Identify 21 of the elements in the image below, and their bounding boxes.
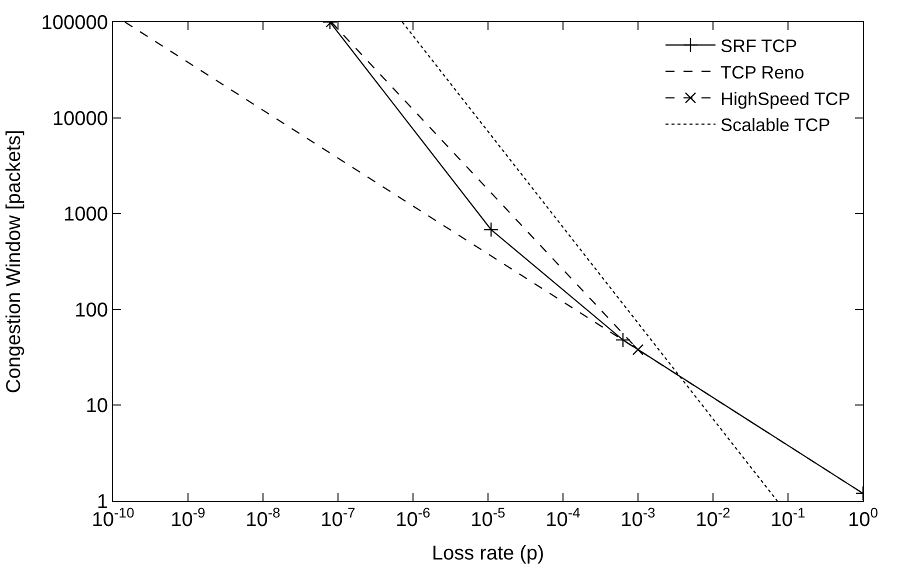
y-tick-label: 10000 xyxy=(52,108,108,130)
x-tick-label: 10$^{0}$ xyxy=(848,504,878,531)
x-tick-label: 10$^{-7}$ xyxy=(320,504,356,531)
x-tick-label: 10$^{-8}$ xyxy=(246,504,281,531)
x-tick-label: 10$^{-9}$ xyxy=(170,504,206,531)
x-tick-label: 10$^{-3}$ xyxy=(620,504,656,531)
x-tick-label: 10$^{-6}$ xyxy=(396,504,431,531)
legend-label: TCP Reno xyxy=(720,62,804,82)
y-tick-label: 100000 xyxy=(41,12,108,34)
y-tick-label: 100 xyxy=(74,299,108,322)
y-axis-title: Congestion Window [packets] xyxy=(2,130,25,394)
x-tick-label: 10$^{-4}$ xyxy=(546,504,581,531)
legend-label: SRF TCP xyxy=(720,36,798,56)
x-tick-label: 10$^{-1}$ xyxy=(770,504,806,531)
x-axis-title: Loss rate (p) xyxy=(432,542,544,564)
legend-label: Scalable TCP xyxy=(720,115,830,136)
legend-label: HighSpeed TCP xyxy=(720,88,850,109)
x-tick-label: 10$^{-2}$ xyxy=(696,504,731,531)
y-tick-label: 1000 xyxy=(64,204,108,226)
x-tick-label: 10$^{-5}$ xyxy=(470,504,506,531)
y-tick-label: 10 xyxy=(86,395,108,418)
